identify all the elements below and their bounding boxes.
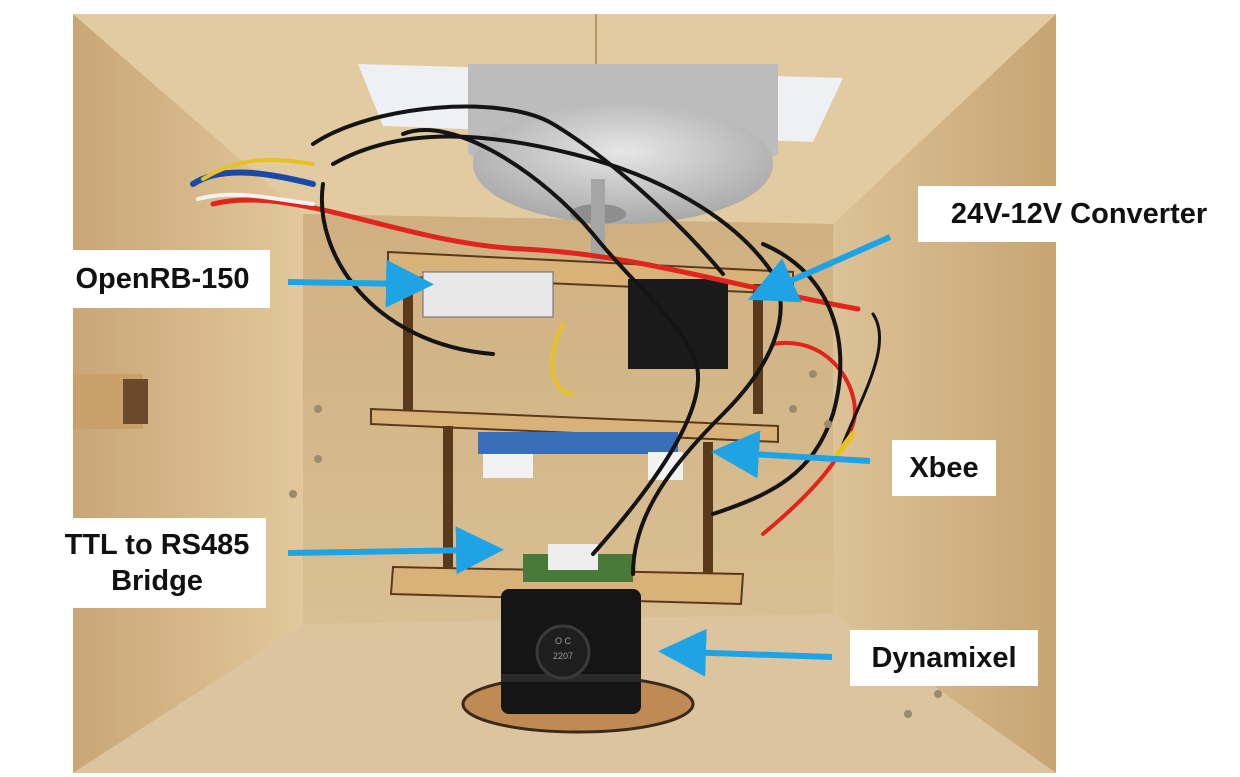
dynamixel-label: Dynamixel [850, 630, 1038, 686]
openrb-150-label: OpenRB-150 [55, 250, 270, 308]
wires [190, 104, 882, 576]
svg-text:O C: O C [555, 636, 572, 646]
xbee-label: Xbee [892, 440, 996, 496]
electronics-stack: O C 2207 [370, 250, 794, 734]
converter-label: 24V-12V Converter [918, 186, 1240, 242]
ttl-rs485-bridge-label: TTL to RS485 Bridge [48, 518, 266, 608]
servo-marking: 2207 [553, 651, 573, 661]
